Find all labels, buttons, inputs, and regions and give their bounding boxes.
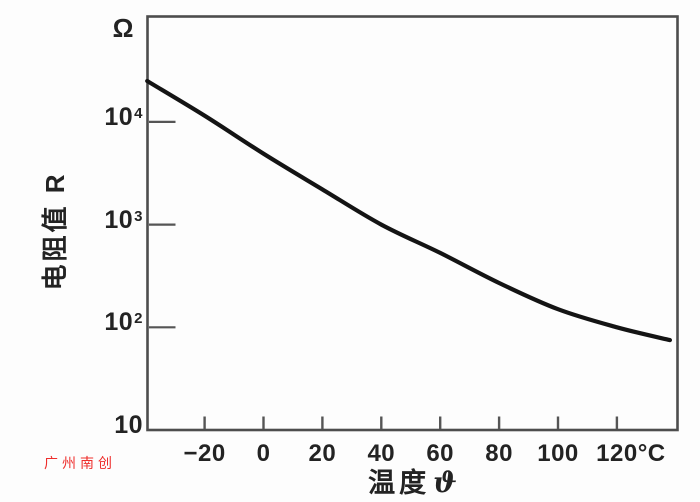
y-tick-exponent: 3: [134, 207, 143, 225]
y-tick-label: 103: [55, 205, 143, 234]
watermark-text: 广州南创: [44, 455, 116, 471]
y-tick-base: 10: [104, 308, 134, 337]
x-tick-label: 20: [308, 440, 337, 467]
x-tick-label: 60: [426, 440, 455, 467]
y-tick-base: 10: [104, 102, 134, 131]
x-tick-label: −20: [183, 440, 226, 467]
x-tick-label: 80: [485, 440, 513, 467]
y-tick-exponent: 2: [134, 310, 143, 328]
x-tick-label: 40: [367, 440, 396, 467]
plot-border: [146, 15, 679, 432]
x-axis-title: 温度 ϑ: [330, 469, 495, 497]
y-axis-unit-label: Ω: [112, 13, 134, 43]
x-tick-label: 120°C: [596, 440, 666, 467]
x-tick-label: 0: [256, 440, 271, 467]
y-tick-base: 10: [104, 205, 134, 234]
theta-symbol: ϑ: [433, 466, 457, 499]
x-axis-title-text: 温度: [368, 468, 431, 498]
y-tick-label: 104: [55, 102, 143, 131]
x-tick-label: 100: [537, 440, 579, 467]
y-tick-base: 10: [114, 411, 143, 439]
resistance-curve: [145, 78, 672, 343]
y-tick-label: 10: [55, 413, 143, 438]
y-tick-label: 102: [55, 310, 143, 335]
y-tick-exponent: 4: [134, 104, 143, 122]
